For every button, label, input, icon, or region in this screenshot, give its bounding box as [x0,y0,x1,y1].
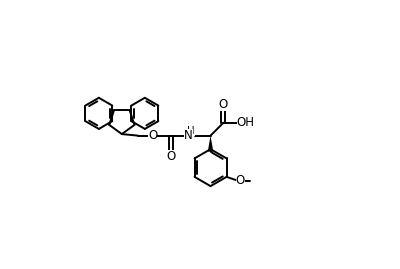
Text: H: H [187,126,194,136]
Polygon shape [208,136,213,152]
Text: O: O [236,174,245,187]
Text: N: N [184,129,193,142]
Text: O: O [148,129,157,142]
Text: O: O [166,150,176,163]
Text: OH: OH [237,116,255,129]
Text: O: O [219,98,228,111]
